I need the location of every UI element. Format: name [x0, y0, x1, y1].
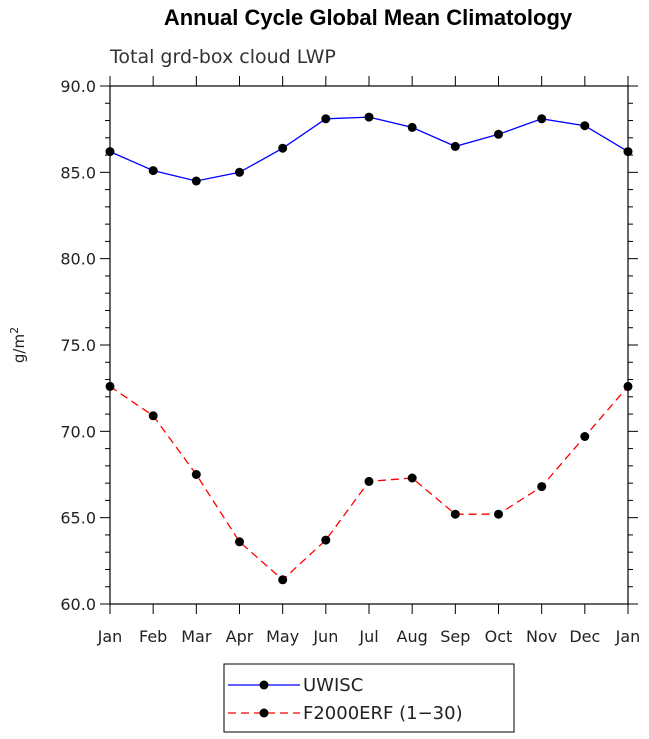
data-point-uwisc — [321, 114, 331, 124]
x-tick-label-jun: Jun — [312, 627, 338, 646]
data-point-uwisc — [623, 147, 633, 157]
y-axis-label-base: g/m — [10, 334, 28, 363]
y-tick-label: 65.0 — [60, 509, 96, 528]
legend-label-uwisc: UWISC — [303, 675, 363, 696]
data-point-f2000erf-1-30 — [321, 535, 331, 545]
data-point-uwisc — [580, 121, 590, 131]
legend-label-f2000erf: F2000ERF (1−30) — [303, 703, 463, 724]
series-uwisc — [105, 112, 633, 186]
data-point-uwisc — [235, 167, 244, 177]
data-point-f2000erf-1-30 — [235, 537, 244, 547]
x-tick-label-mar: Mar — [181, 627, 212, 646]
data-point-f2000erf-1-30 — [278, 575, 288, 585]
series-line-uwisc — [109, 116, 629, 182]
y-axis-label-superscript: 2 — [8, 327, 21, 334]
y-axis-label: g/m2 — [8, 327, 28, 363]
legend: UWISC F2000ERF (1−30) — [223, 663, 515, 733]
data-point-f2000erf-1-30 — [191, 470, 201, 479]
x-tick-label-oct: Oct — [485, 627, 513, 646]
data-point-f2000erf-1-30 — [623, 381, 633, 391]
y-tick-label: 60.0 — [60, 595, 96, 614]
data-point-f2000erf-1-30 — [450, 509, 460, 519]
data-point-uwisc — [537, 114, 547, 124]
data-point-f2000erf-1-30 — [537, 482, 547, 492]
chart-subtitle: Total grd-box cloud LWP — [109, 46, 336, 68]
x-tick-label-may: May — [266, 627, 299, 646]
x-tick-label-sep: Sep — [440, 627, 470, 646]
data-point-f2000erf-1-30 — [148, 411, 158, 421]
x-tick-label-jul: Jul — [358, 627, 378, 646]
data-point-f2000erf-1-30 — [364, 476, 374, 486]
series-layer — [105, 112, 633, 585]
legend-marker-uwisc — [259, 680, 269, 690]
series-f2000erf-1-30 — [105, 381, 633, 585]
chart-title: Annual Cycle Global Mean Climatology — [164, 5, 573, 30]
x-tick-label-apr: Apr — [226, 627, 254, 646]
data-point-uwisc — [364, 112, 374, 122]
data-point-uwisc — [494, 129, 503, 139]
plot-frame — [109, 85, 629, 605]
data-point-uwisc — [278, 143, 288, 153]
data-point-f2000erf-1-30 — [494, 509, 503, 519]
x-tick-label-nov: Nov — [526, 627, 557, 646]
y-tick-label: 90.0 — [60, 77, 96, 96]
y-tick-label: 70.0 — [60, 422, 96, 441]
x-tick-label-aug: Aug — [397, 627, 428, 646]
x-axis: Jan Feb Mar Apr May Jun Jul Aug Sep Oct Nov Dec Jan — [97, 76, 641, 646]
data-point-uwisc — [105, 147, 115, 157]
data-point-f2000erf-1-30 — [105, 381, 115, 391]
data-point-uwisc — [407, 122, 417, 132]
data-point-f2000erf-1-30 — [407, 473, 417, 483]
data-point-uwisc — [191, 176, 201, 186]
y-axis: 60.0 65.0 70.0 75.0 80.0 85.0 90.0 — [60, 77, 638, 614]
legend-marker-f2000erf — [259, 708, 269, 718]
data-point-uwisc — [450, 141, 460, 151]
y-tick-label: 85.0 — [60, 163, 96, 182]
x-tick-label-jan: Jan — [615, 627, 641, 646]
y-tick-label: 75.0 — [60, 336, 96, 355]
plot-border — [109, 85, 629, 605]
data-point-uwisc — [148, 166, 158, 176]
x-tick-label-dec: Dec — [569, 627, 600, 646]
y-tick-label: 80.0 — [60, 250, 96, 269]
x-tick-label-feb: Feb — [139, 627, 167, 646]
data-point-f2000erf-1-30 — [580, 432, 590, 441]
x-tick-label-jan: Jan — [97, 627, 123, 646]
legend-box — [223, 663, 515, 733]
